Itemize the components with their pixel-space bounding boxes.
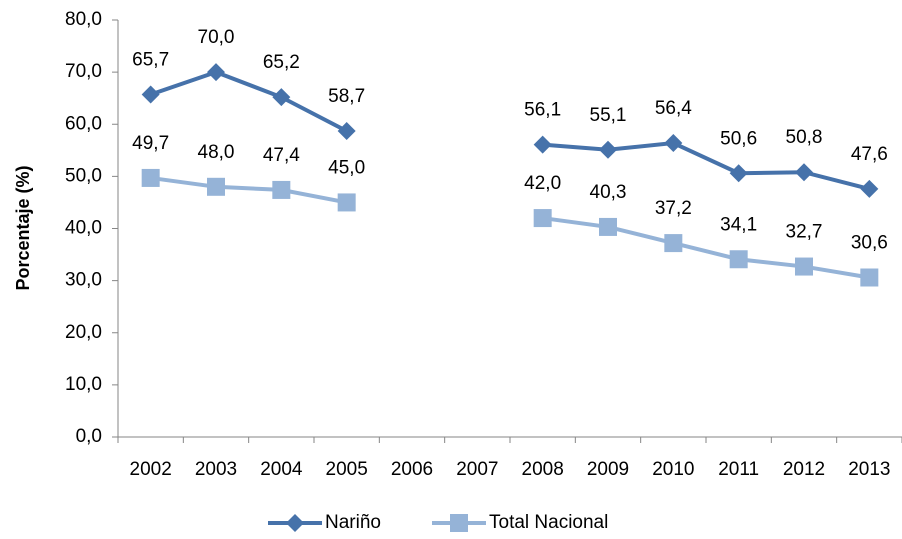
y-tick-label: 40,0: [65, 218, 102, 239]
data-point: [141, 168, 160, 187]
data-label: 30,6: [851, 233, 888, 254]
x-tick-label: 2013: [848, 459, 890, 480]
data-label: 37,2: [655, 198, 692, 219]
y-tick-label: 70,0: [65, 61, 102, 82]
data-point: [207, 63, 225, 82]
data-point: [533, 135, 552, 154]
data-point: [664, 134, 683, 153]
data-label: 50,8: [786, 127, 823, 148]
x-tick-label: 2012: [783, 459, 825, 480]
y-axis-label: Porcentaje (%): [13, 165, 33, 290]
data-point: [795, 163, 813, 182]
data-label: 34,1: [720, 214, 757, 235]
x-tick-label: 2007: [456, 459, 498, 480]
x-tick-label: 2004: [260, 459, 303, 480]
data-label: 47,6: [851, 144, 888, 165]
legend-label: Nariño: [325, 512, 381, 533]
data-label: 65,2: [263, 52, 300, 73]
y-tick-label: 10,0: [65, 374, 102, 395]
x-tick-label: 2011: [718, 459, 759, 480]
data-label: 45,0: [328, 157, 365, 178]
data-point: [533, 209, 552, 228]
data-point: [272, 180, 291, 199]
data-label: 47,4: [263, 145, 300, 166]
data-label: 56,4: [655, 98, 692, 119]
y-tick-label: 30,0: [65, 270, 102, 291]
data-point: [860, 268, 879, 287]
data-point: [599, 140, 617, 159]
y-tick-label: 50,0: [65, 165, 102, 186]
y-tick-label: 80,0: [65, 9, 102, 30]
data-label: 55,1: [590, 105, 627, 126]
data-point: [860, 179, 879, 198]
x-tick-label: 2006: [391, 459, 433, 480]
data-point: [729, 250, 748, 269]
data-point: [141, 85, 160, 104]
data-label: 58,7: [328, 86, 365, 107]
data-point: [337, 122, 356, 141]
x-tick-label: 2005: [326, 459, 368, 480]
data-label: 70,0: [198, 27, 235, 48]
data-label: 49,7: [132, 133, 169, 154]
data-point: [795, 257, 813, 276]
data-label: 40,3: [590, 182, 627, 203]
x-tick-label: 2002: [130, 459, 172, 480]
x-tick-label: 2008: [522, 459, 564, 480]
y-tick-label: 20,0: [65, 322, 102, 343]
legend-marker: [286, 514, 304, 532]
data-label: 50,6: [720, 128, 757, 149]
y-tick-label: 60,0: [65, 113, 102, 134]
series-line: [150, 69, 870, 191]
data-point: [729, 164, 748, 183]
x-tick-label: 2010: [652, 459, 694, 480]
legend-label: Total Nacional: [489, 512, 608, 533]
data-label: 56,1: [524, 100, 561, 121]
data-label: 42,0: [524, 173, 561, 194]
data-point: [664, 234, 683, 253]
data-label: 32,7: [786, 222, 823, 243]
y-tick-label: 0,0: [76, 426, 102, 447]
series-line: [150, 175, 870, 280]
data-point: [207, 177, 225, 196]
data-label: 65,7: [132, 50, 169, 71]
x-tick-label: 2009: [587, 459, 629, 480]
data-point: [272, 88, 291, 107]
legend-marker: [450, 514, 468, 532]
data-point: [599, 217, 617, 236]
x-tick-label: 2003: [195, 459, 237, 480]
data-point: [337, 193, 356, 212]
data-label: 48,0: [198, 142, 235, 163]
